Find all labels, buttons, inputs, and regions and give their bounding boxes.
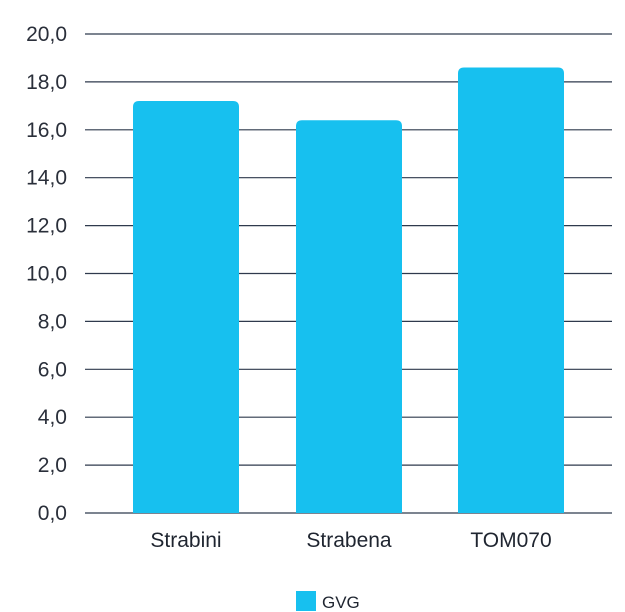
x-category-label: TOM070: [470, 529, 551, 552]
bar-tom070: [458, 67, 564, 513]
y-tick-label: 14,0: [26, 167, 67, 190]
bar-strabini: [133, 101, 239, 513]
x-axis-category-labels: Strabini Strabena TOM070: [150, 529, 551, 552]
legend: GVG: [296, 591, 360, 612]
y-axis-tick-labels: 0,0 2,0 4,0 6,0 8,0 10,0 12,0 14,0 16,0 18,0 20,0: [26, 23, 67, 525]
y-tick-label: 2,0: [38, 454, 67, 477]
legend-label: GVG: [322, 593, 360, 612]
y-tick-label: 18,0: [26, 71, 67, 94]
y-tick-label: 10,0: [26, 263, 67, 286]
bars: [133, 67, 564, 513]
y-tick-label: 6,0: [38, 358, 67, 381]
y-tick-label: 8,0: [38, 310, 67, 333]
x-category-label: Strabena: [306, 529, 392, 552]
legend-swatch: [296, 591, 316, 611]
y-tick-label: 20,0: [26, 23, 67, 46]
bar-strabena: [296, 120, 402, 513]
x-category-label: Strabini: [150, 529, 221, 552]
y-tick-label: 16,0: [26, 119, 67, 142]
y-tick-label: 12,0: [26, 215, 67, 238]
y-tick-label: 4,0: [38, 406, 67, 429]
y-tick-label: 0,0: [38, 502, 67, 525]
